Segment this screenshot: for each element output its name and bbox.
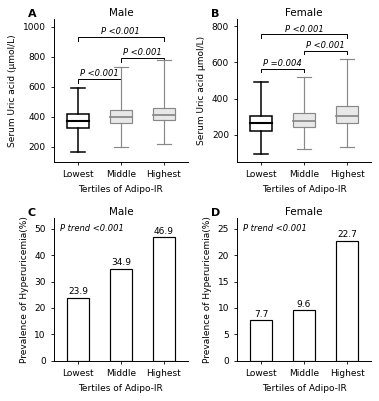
Bar xyxy=(67,298,89,361)
Bar xyxy=(250,116,272,132)
Y-axis label: Serum Uric acid (μmol/L): Serum Uric acid (μmol/L) xyxy=(8,34,17,147)
Y-axis label: Prevalence of Hyperuricemia(%): Prevalence of Hyperuricemia(%) xyxy=(20,216,29,363)
Bar xyxy=(336,106,358,124)
Text: P <0.001: P <0.001 xyxy=(80,69,119,79)
Text: 22.7: 22.7 xyxy=(337,231,357,239)
Y-axis label: Prevalence of Hyperuricemia(%): Prevalence of Hyperuricemia(%) xyxy=(203,216,212,363)
Text: D: D xyxy=(211,208,220,218)
Title: Female: Female xyxy=(285,8,323,18)
Text: A: A xyxy=(28,9,36,19)
Bar xyxy=(110,110,132,124)
Title: Male: Male xyxy=(108,207,133,217)
X-axis label: Tertiles of Adipo-IR: Tertiles of Adipo-IR xyxy=(78,184,163,194)
Text: 46.9: 46.9 xyxy=(154,227,174,235)
Bar xyxy=(250,320,272,361)
Bar xyxy=(153,108,175,120)
Bar xyxy=(336,241,358,361)
Text: B: B xyxy=(211,9,219,19)
Y-axis label: Serum Uric acid μmol/L): Serum Uric acid μmol/L) xyxy=(197,36,206,145)
Text: P trend <0.001: P trend <0.001 xyxy=(60,224,124,233)
Text: 23.9: 23.9 xyxy=(68,287,88,296)
Text: P <0.001: P <0.001 xyxy=(306,41,345,50)
Text: C: C xyxy=(28,208,36,218)
Bar xyxy=(293,113,315,127)
Text: P <0.001: P <0.001 xyxy=(123,49,162,57)
Bar xyxy=(67,114,89,128)
Text: 9.6: 9.6 xyxy=(297,300,311,309)
Text: 34.9: 34.9 xyxy=(111,258,131,267)
Text: P <0.001: P <0.001 xyxy=(102,27,140,36)
Title: Male: Male xyxy=(108,8,133,18)
X-axis label: Tertiles of Adipo-IR: Tertiles of Adipo-IR xyxy=(78,384,163,393)
X-axis label: Tertiles of Adipo-IR: Tertiles of Adipo-IR xyxy=(262,184,346,194)
Text: P trend <0.001: P trend <0.001 xyxy=(243,224,307,233)
Title: Female: Female xyxy=(285,207,323,217)
X-axis label: Tertiles of Adipo-IR: Tertiles of Adipo-IR xyxy=(262,384,346,393)
Text: P <0.001: P <0.001 xyxy=(285,25,323,34)
Text: P =0.004: P =0.004 xyxy=(263,59,302,68)
Bar xyxy=(293,310,315,361)
Bar xyxy=(153,237,175,361)
Bar xyxy=(110,269,132,361)
Text: 7.7: 7.7 xyxy=(254,310,268,319)
